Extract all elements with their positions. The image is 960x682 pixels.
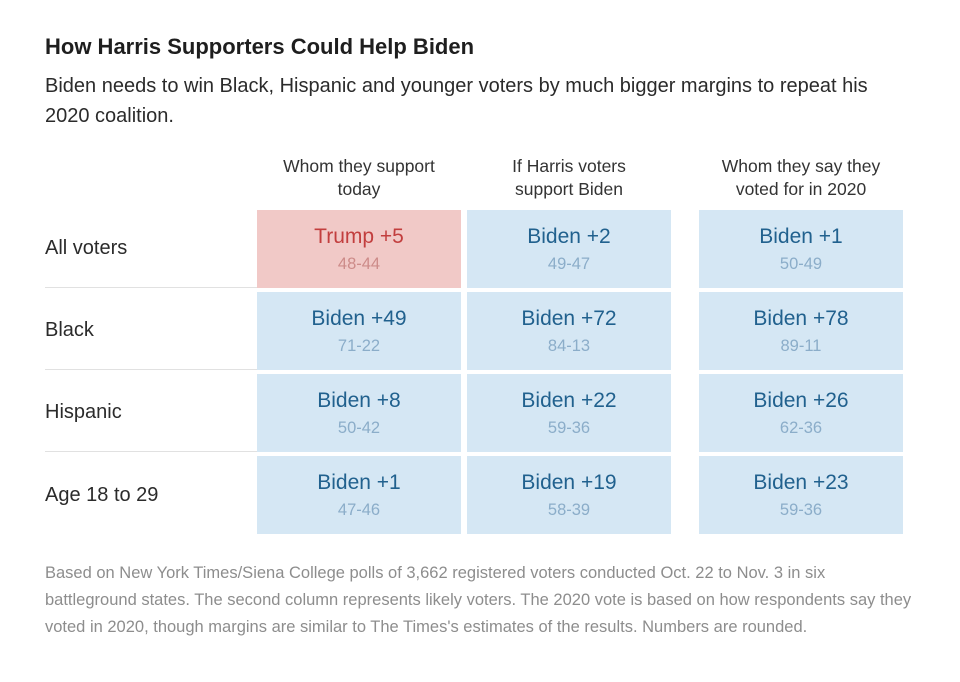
chart-subtitle: Biden needs to win Black, Hispanic and y…: [45, 75, 868, 127]
vote-share: 84-13: [547, 336, 591, 355]
vote-share: 47-46: [337, 500, 381, 519]
margin-value: Biden +8: [317, 388, 401, 412]
result-cell: Biden +26 62-36: [699, 374, 903, 452]
column-header-support-today: Whom they support today: [257, 155, 461, 201]
result-cell: Biden +1 47-46: [257, 456, 461, 534]
row-label: Hispanic: [45, 374, 257, 452]
vote-share: 62-36: [779, 418, 823, 437]
table-row-black: Black Biden +49 71-22 Biden +72 84-13 Bi…: [45, 292, 912, 370]
vote-share: 48-44: [337, 254, 381, 273]
result-cell: Biden +2 49-47: [467, 210, 671, 288]
vote-share: 50-42: [337, 418, 381, 437]
result-cell: Biden +1 50-49: [699, 210, 903, 288]
column-header-line: today: [337, 179, 381, 199]
margin-value: Biden +72: [521, 306, 617, 330]
margin-value: Biden +2: [527, 224, 611, 248]
result-cell: Biden +23 59-36: [699, 456, 903, 534]
margin-value: Biden +26: [753, 388, 849, 412]
margin-value: Biden +22: [521, 388, 617, 412]
column-header-line: voted for in 2020: [735, 179, 867, 199]
vote-share: 49-47: [547, 254, 591, 273]
margin-value: Biden +23: [753, 470, 849, 494]
vote-share: 59-36: [547, 418, 591, 437]
column-header-line: Whom they say they: [721, 156, 881, 176]
result-cell: Trump +5 48-44: [257, 210, 461, 288]
vote-share: 59-36: [779, 500, 823, 519]
margin-value: Biden +1: [759, 224, 843, 248]
column-header-harris-voters: If Harris voters support Biden: [467, 155, 671, 201]
result-cell: Biden +72 84-13: [467, 292, 671, 370]
result-cell: Biden +78 89-11: [699, 292, 903, 370]
results-table: Whom they support today If Harris voters…: [45, 155, 912, 534]
margin-value: Trump +5: [314, 224, 404, 248]
margin-value: Biden +49: [311, 306, 407, 330]
column-header-line: support Biden: [515, 179, 623, 199]
row-label: Black: [45, 292, 257, 370]
column-header-line: If Harris voters: [512, 156, 626, 176]
row-label: Age 18 to 29: [45, 483, 159, 506]
table-row-all-voters: All voters Trump +5 48-44 Biden +2 49-47…: [45, 210, 912, 288]
vote-share: 58-39: [547, 500, 591, 519]
result-cell: Biden +22 59-36: [467, 374, 671, 452]
row-label: All voters: [45, 210, 257, 288]
margin-value: Biden +78: [753, 306, 849, 330]
result-cell: Biden +8 50-42: [257, 374, 461, 452]
vote-share: 71-22: [337, 336, 381, 355]
table-row-age-18-29: Age 18 to 29 Biden +1 47-46 Biden +19 58…: [45, 456, 912, 534]
column-header-row: Whom they support today If Harris voters…: [45, 155, 912, 210]
table-row-hispanic: Hispanic Biden +8 50-42 Biden +22 59-36 …: [45, 374, 912, 452]
chart-title: How Harris Supporters Could Help Biden: [45, 34, 475, 59]
vote-share: 50-49: [779, 254, 823, 273]
margin-value: Biden +1: [317, 470, 401, 494]
vote-share: 89-11: [780, 336, 822, 355]
margin-value: Biden +19: [521, 470, 617, 494]
result-cell: Biden +49 71-22: [257, 292, 461, 370]
column-header-2020-vote: Whom they say they voted for in 2020: [699, 155, 903, 201]
result-cell: Biden +19 58-39: [467, 456, 671, 534]
source-note: Based on New York Times/Siena College po…: [45, 564, 912, 636]
column-header-line: Whom they support: [283, 156, 435, 176]
